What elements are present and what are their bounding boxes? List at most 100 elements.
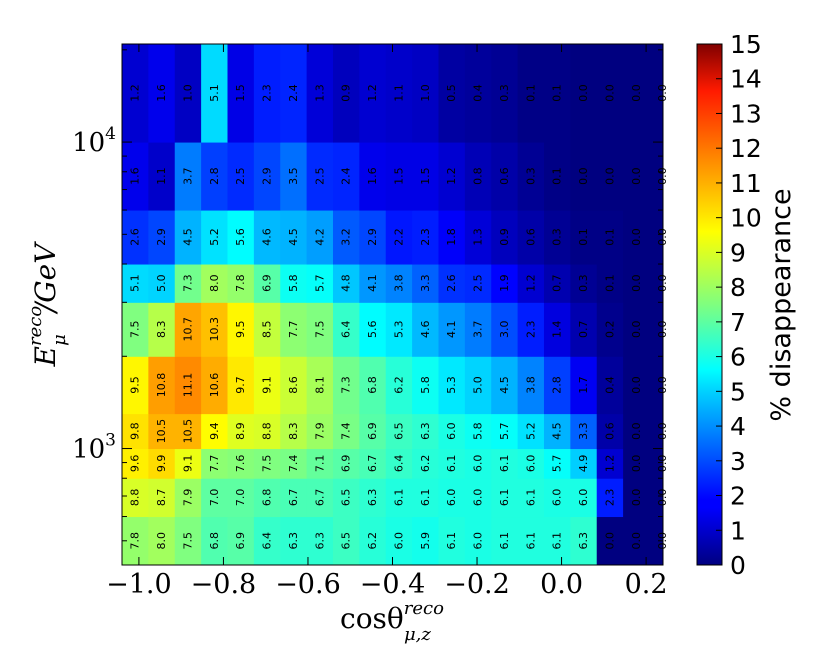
heatmap-cell: [623, 44, 650, 143]
cell-value-label: 0.9: [340, 84, 353, 102]
heatmap-cell: [174, 302, 202, 357]
heatmap-cell: [227, 448, 255, 479]
cell-value-label: 4.8: [340, 274, 353, 292]
y-axis-ticks: 103 104: [72, 49, 663, 542]
x-tick-label: −0.8: [191, 569, 257, 600]
cell-value-label: 0.0: [603, 84, 616, 102]
heatmap-cell: [464, 356, 492, 415]
cell-value-label: 4.1: [445, 321, 458, 339]
x-tick-label: −1.0: [106, 569, 172, 600]
heatmap-cell: [174, 356, 202, 415]
cell-value-label: 5.7: [551, 455, 564, 473]
heatmap-cell: [122, 44, 149, 143]
cell-value-label: 6.4: [261, 532, 274, 550]
cell-value-label: 9.8: [129, 422, 142, 440]
heatmap-cell: [227, 516, 255, 566]
heatmap-cell: [359, 142, 387, 211]
cell-value-label: 3.3: [419, 274, 432, 292]
heatmap-cell: [570, 142, 598, 211]
cell-value-label: 0.0: [630, 84, 643, 102]
cell-value-label: 7.1: [313, 455, 326, 473]
heatmap-cell: [438, 302, 466, 357]
heatmap-cell: [253, 302, 281, 357]
heatmap-cell: [464, 516, 492, 566]
heatmap-cell: [491, 413, 519, 450]
cell-value-label: 3.7: [181, 167, 194, 185]
heatmap-cell: [201, 44, 228, 143]
cell-value-label: 7.5: [313, 321, 326, 339]
x-tick-label: 0.2: [625, 569, 668, 600]
cell-value-label: 5.8: [287, 274, 300, 292]
cell-value-label: 6.0: [524, 455, 537, 473]
heatmap-cell: [359, 413, 387, 450]
heatmap-cell: [596, 302, 624, 357]
cell-value-label: 7.0: [234, 489, 247, 507]
cell-value-label: 6.5: [340, 489, 353, 507]
cell-value-label: 6.0: [577, 489, 590, 507]
cell-value-label: 9.5: [129, 376, 142, 394]
cell-value-label: 1.8: [445, 228, 458, 246]
heatmap-cell: [227, 413, 255, 450]
cell-value-label: 6.4: [340, 321, 353, 339]
cell-value-label: 6.5: [392, 422, 405, 440]
heatmap-cell: [491, 478, 519, 518]
heatmap-cell: [306, 44, 334, 143]
heatmap-cell: [359, 516, 387, 566]
cell-value-label: 6.0: [472, 489, 485, 507]
cell-value-label: 5.2: [524, 422, 537, 440]
heatmap-cell: [280, 210, 308, 265]
heatmap-cell: [623, 210, 650, 265]
cell-value-label: 0.7: [577, 321, 590, 339]
heatmap-cell: [623, 302, 650, 357]
heatmap-cell: [517, 478, 545, 518]
heatmap-cell: [359, 210, 387, 265]
colorbar: [696, 43, 723, 566]
y-tick-label: 104: [72, 124, 116, 158]
heatmap-cell: [596, 142, 624, 211]
heatmap-cell: [201, 356, 228, 415]
heatmap-cell: [570, 210, 598, 265]
colorbar-tick-label: 6: [730, 343, 746, 372]
cell-value-label: 6.0: [472, 455, 485, 473]
heatmap-cell: [148, 264, 176, 303]
heatmap-cell: [623, 142, 650, 211]
x-axis-ticks: −1.0 −0.8 −0.6 −0.4 −0.2 0.0 0.2: [106, 44, 668, 600]
cell-value-label: 2.8: [551, 376, 564, 394]
cell-value-label: 6.2: [392, 376, 405, 394]
heatmap-cell: [464, 264, 492, 303]
cell-value-label: 5.7: [498, 422, 511, 440]
heatmap-cell: [253, 516, 281, 566]
heatmap-cell: [464, 44, 492, 143]
heatmap-cell: [623, 413, 650, 450]
cell-value-label: 0.0: [630, 274, 643, 292]
cell-value-label: 0.0: [630, 376, 643, 394]
colorbar-tick-label: 11: [730, 169, 762, 198]
cell-value-label: 5.3: [445, 376, 458, 394]
heatmap-cell: [122, 210, 149, 265]
heatmap-cell: [359, 302, 387, 357]
heatmap-cell: [543, 478, 571, 518]
cell-value-label: 0.0: [577, 167, 590, 185]
cell-value-label: 5.1: [208, 84, 221, 102]
cell-value-label: 0.0: [630, 455, 643, 473]
heatmap-cell: [332, 478, 360, 518]
colorbar-tick-label: 0: [730, 551, 746, 580]
cell-value-label: 0.2: [603, 321, 616, 339]
heatmap-cell: [174, 44, 202, 143]
cell-value-label: 6.3: [287, 532, 300, 550]
heatmap-cell: [649, 44, 664, 143]
heatmap-cell: [359, 44, 387, 143]
cell-value-label: 10.7: [181, 317, 194, 342]
x-axis-label: cosθreco μ,z: [340, 598, 444, 645]
cell-value-label: 6.0: [472, 532, 485, 550]
cell-value-label: 0.1: [551, 167, 564, 185]
heatmap-cell: [517, 210, 545, 265]
cell-value-label: 1.2: [524, 274, 537, 292]
cell-value-label: 2.3: [261, 84, 274, 102]
heatmap-cell: [438, 478, 466, 518]
cell-value-label: 6.0: [445, 489, 458, 507]
cell-value-label: 0.4: [472, 84, 485, 102]
cell-value-label: 6.1: [392, 489, 405, 507]
cell-value-label: 5.0: [472, 376, 485, 394]
